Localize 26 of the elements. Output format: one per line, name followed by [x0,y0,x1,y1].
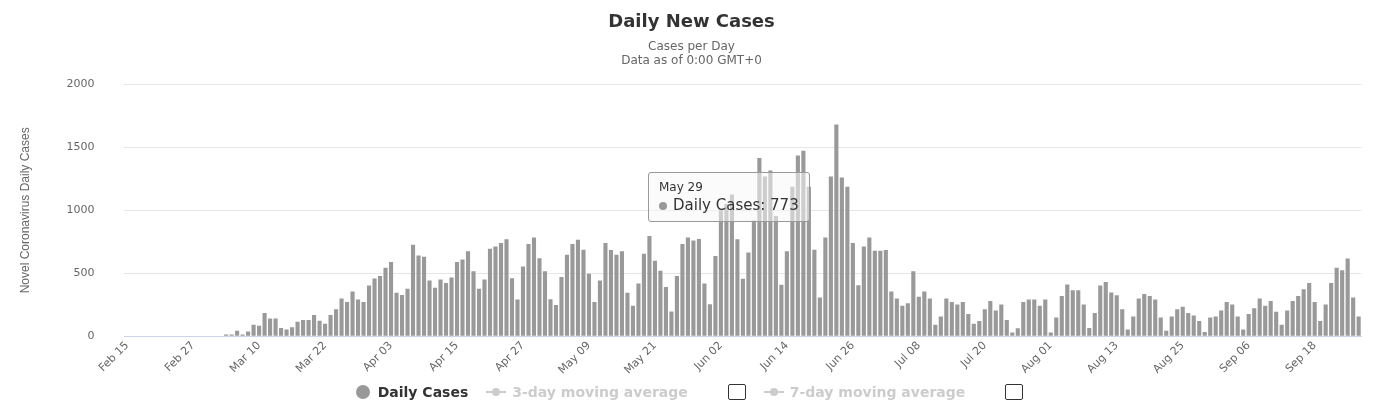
x-tick-label: Apr 03 [360,338,396,374]
chart-title: Daily New Cases [608,10,775,32]
y-axis-title: Novel Coronavirus Daily Cases [17,127,32,294]
y-tick-label: 1000 [66,203,95,217]
x-tick-label: Jun 02 [690,338,726,374]
chart-subtitle: Cases per Day Data as of 0:00 GMT+0 [621,38,762,68]
bar [1356,316,1361,336]
x-tick-label: Jul 08 [891,338,923,371]
annotation: Daily Cases: 773 [673,196,799,214]
legend-label: Daily Cases [376,384,469,400]
y-tick-label: 2000 [66,77,95,91]
x-tick-label: Mar 22 [292,338,330,376]
x-tick-label: Mar 10 [226,338,264,376]
x-tick-label: Apr 15 [426,338,462,374]
y-tick-label: 1500 [66,140,95,154]
x-tick-label: Feb 15 [95,338,132,375]
x-tick-label: Apr 27 [492,338,528,374]
x-tick-label: Sep 06 [1216,338,1253,376]
x-tick-label: Jul 20 [957,338,989,371]
x-tick-label: Jun 26 [822,338,857,374]
x-tick-label: Jun 14 [756,338,792,374]
x-tick-label: Sep 18 [1282,338,1319,376]
annotation: May 29 [659,180,703,194]
x-tick-label: Feb 27 [161,338,198,375]
y-tick-label: 0 [87,329,95,343]
y-tick-label: 500 [73,266,95,280]
